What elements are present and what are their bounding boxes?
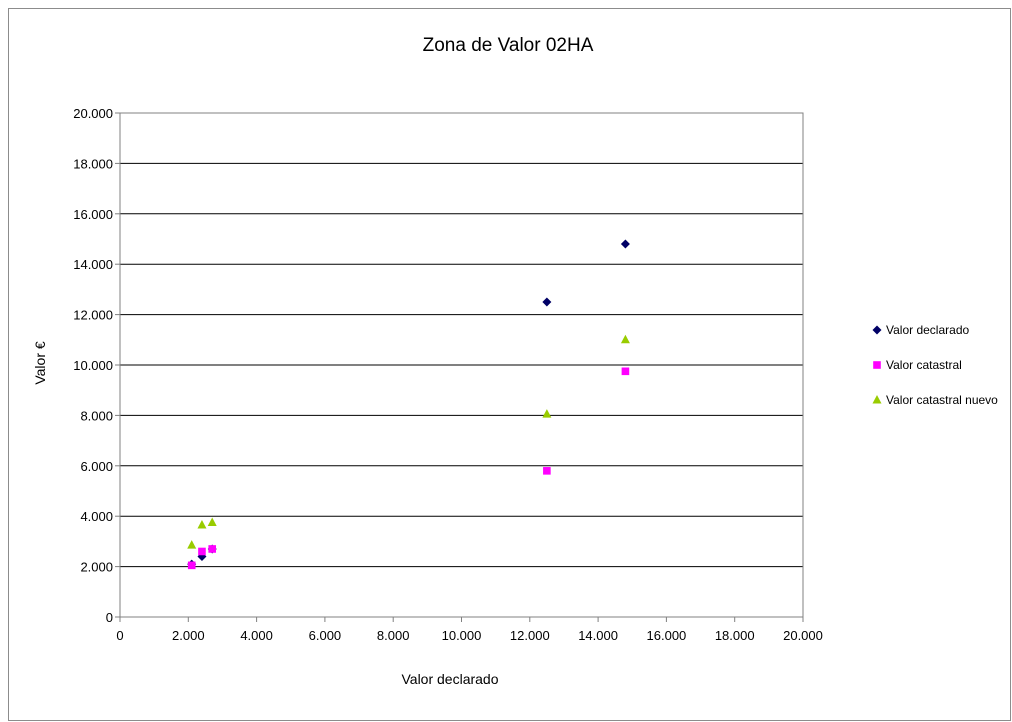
y-axis-ticks: 0 2.000 4.000 6.000 8.000 10.000 12.000 14.000 1… — [73, 106, 120, 625]
x-tick-label: 2.000 — [172, 628, 205, 643]
chart-frame — [8, 8, 1011, 721]
data-points — [187, 239, 630, 570]
x-axis-ticks: 0 2.000 4.000 6.000 8.000 10.000 12.000 14.000 1… — [116, 617, 823, 643]
data-point-triangle — [542, 409, 552, 418]
x-tick-label: 16.000 — [647, 628, 687, 643]
y-tick-label: 18.000 — [73, 156, 113, 171]
x-tick-label: 10.000 — [442, 628, 482, 643]
legend-item: Valor catastral — [873, 358, 962, 372]
series-diamond — [187, 239, 630, 569]
y-tick-label: 2.000 — [80, 560, 113, 575]
chart-title: Zona de Valor 02HA — [423, 35, 594, 56]
legend-label: Valor catastral — [886, 358, 962, 372]
data-point-square — [621, 367, 630, 376]
data-point-square — [187, 561, 196, 570]
y-tick-label: 20.000 — [73, 106, 113, 121]
data-point-triangle — [620, 334, 630, 344]
y-tick-label: 8.000 — [80, 408, 113, 423]
y-axis-label: Valor € — [32, 341, 48, 385]
series-triangle — [187, 334, 630, 549]
x-tick-label: 20.000 — [783, 628, 823, 643]
series-square — [187, 367, 630, 570]
legend-label: Valor catastral nuevo — [886, 393, 998, 407]
data-point-diamond — [542, 297, 552, 307]
data-point-square — [543, 467, 551, 475]
x-tick-label: 6.000 — [309, 628, 342, 643]
legend-item: Valor catastral nuevo — [872, 393, 998, 407]
y-tick-label: 14.000 — [73, 257, 113, 272]
data-point-diamond — [620, 239, 630, 249]
x-axis-label: Valor declarado — [401, 671, 498, 687]
x-tick-label: 8.000 — [377, 628, 410, 643]
y-tick-label: 12.000 — [73, 308, 113, 323]
data-point-triangle — [187, 540, 197, 549]
y-tick-label: 6.000 — [80, 459, 113, 474]
data-point-square — [198, 547, 206, 556]
legend-label: Valor declarado — [886, 323, 969, 337]
x-tick-label: 4.000 — [240, 628, 273, 643]
y-tick-label: 4.000 — [80, 509, 113, 524]
data-point-square — [208, 545, 217, 553]
x-tick-label: 12.000 — [510, 628, 550, 643]
data-point-triangle — [197, 520, 207, 529]
y-tick-label: 16.000 — [73, 207, 113, 222]
y-tick-label: 0 — [106, 610, 113, 625]
legend-item: Valor declarado — [872, 323, 969, 337]
legend-marker-square — [873, 361, 881, 369]
x-tick-label: 18.000 — [715, 628, 755, 643]
legend-marker-diamond — [872, 325, 882, 335]
x-tick-label: 14.000 — [578, 628, 618, 643]
grid-lines — [120, 112, 803, 568]
y-tick-label: 10.000 — [73, 358, 113, 373]
legend: Valor declarado Valor catastral Valor cata… — [872, 323, 998, 407]
x-tick-label: 0 — [116, 628, 123, 643]
legend-marker-triangle — [872, 395, 882, 404]
data-point-triangle — [207, 517, 217, 526]
